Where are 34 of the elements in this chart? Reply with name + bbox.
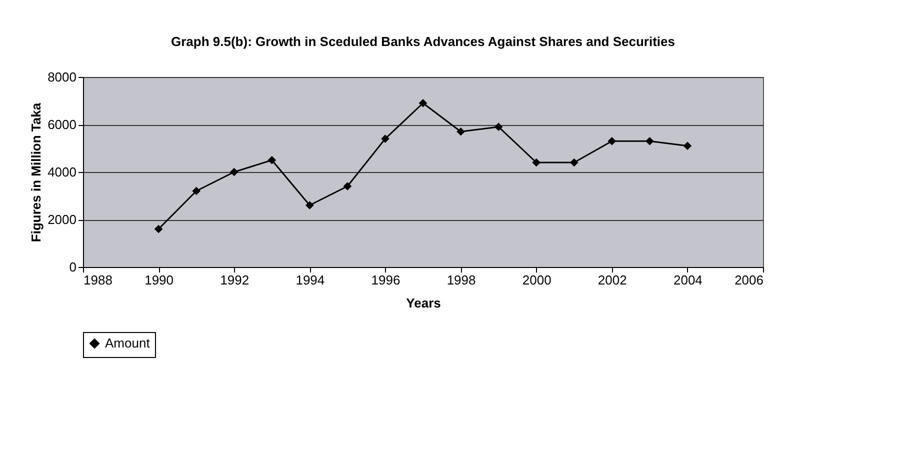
point [305,201,314,210]
x-axis-title: Years [406,296,441,310]
y-tick-label: 6000 [48,117,76,132]
point [683,142,692,150]
y-tick-label: 2000 [48,212,76,227]
y-tick-label: 8000 [48,70,76,84]
x-tick-label: 1990 [144,272,174,288]
x-tick-label: 1992 [220,272,250,288]
x-tick-label: 1988 [84,272,112,288]
point [494,122,503,132]
x-tick-label: 2006 [734,272,764,288]
point [608,136,616,146]
point [645,136,654,146]
x-tick-label: 2004 [673,272,702,288]
y-tick-label: 4000 [48,164,76,180]
point [570,158,578,167]
point [456,127,465,136]
x-tick-label: 1996 [371,272,400,288]
x-tick-label: 1998 [446,272,476,288]
point [343,182,352,190]
point [418,98,428,108]
x-tick-label: 2000 [522,272,552,288]
x-tick-label: 2002 [598,272,627,288]
y-axis-title: Figures in Million Taka [28,102,44,242]
legend-label: Amount [105,336,150,350]
point [381,134,390,143]
point [154,224,163,234]
point [230,168,238,176]
chart-title: Graph 9.5(b): Growth in Sceduled Banks Advances Against Shares and Securities [170,34,676,49]
point [192,186,201,196]
point [268,156,276,164]
x-tick-label: 1994 [296,272,325,288]
y-tick-label: 0 [69,260,76,274]
point [532,158,541,167]
